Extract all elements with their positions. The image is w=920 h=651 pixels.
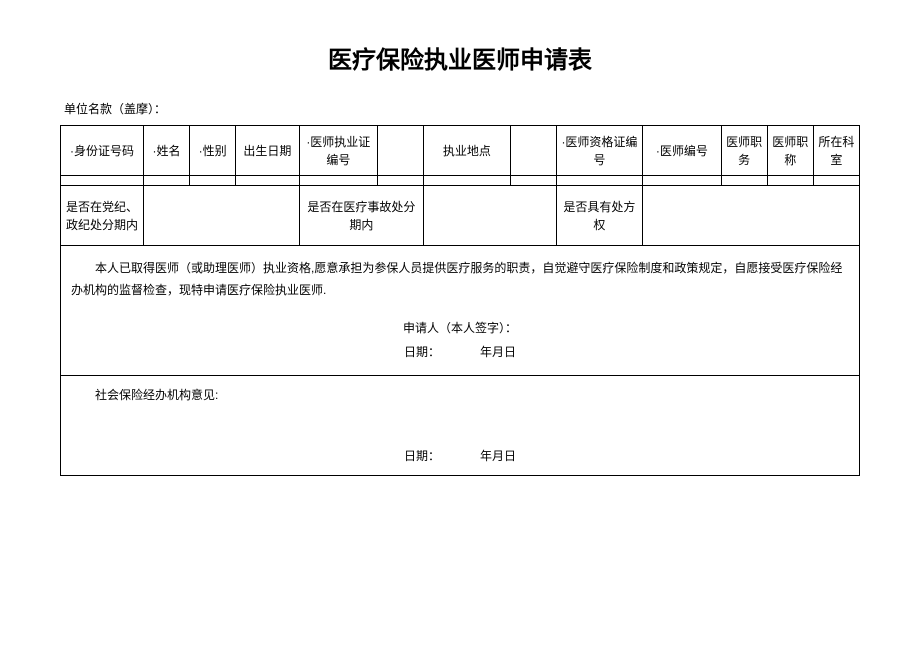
header-doctor-no: ·医师编号: [643, 126, 721, 176]
header-birth: 出生日期: [236, 126, 299, 176]
opinion-label: 社会保险经办机构意见:: [71, 386, 849, 404]
header-license-no: ·医师执业证编号: [299, 126, 377, 176]
declaration-row: 本人已取得医师（或助理医师）执业资格,愿意承担为参保人员提供医疗服务的职责，自觉…: [61, 246, 860, 376]
a-party-discipline[interactable]: [144, 186, 300, 246]
q-party-discipline: 是否在党纪、政纪处分期内: [61, 186, 144, 246]
cell-location[interactable]: [424, 176, 510, 186]
header-name: ·姓名: [144, 126, 190, 176]
application-table: ·身份证号码 ·姓名 ·性别 出生日期 ·医师执业证编号 执业地点 ·医师资格证…: [60, 125, 860, 476]
data-row: [61, 176, 860, 186]
q-prescription-right: 是否具有处方权: [556, 186, 642, 246]
date-value-1: 年月日: [480, 345, 516, 359]
cell-gender[interactable]: [190, 176, 236, 186]
cell-blank-2[interactable]: [510, 176, 556, 186]
header-gender: ·性别: [190, 126, 236, 176]
cell-birth[interactable]: [236, 176, 299, 186]
cell-license-no[interactable]: [299, 176, 377, 186]
declaration-text: 本人已取得医师（或助理医师）执业资格,愿意承担为参保人员提供医疗服务的职责，自觉…: [71, 258, 849, 301]
cell-department[interactable]: [813, 176, 859, 186]
cell-blank-1[interactable]: [378, 176, 424, 186]
question-row: 是否在党纪、政纪处分期内 是否在医疗事故处分期内 是否具有处方权: [61, 186, 860, 246]
cell-qual-no[interactable]: [556, 176, 642, 186]
opinion-date-line: 日期： 年月日: [61, 447, 859, 465]
a-medical-accident[interactable]: [424, 186, 557, 246]
opinion-row: 社会保险经办机构意见: 日期： 年月日: [61, 376, 860, 476]
q-medical-accident: 是否在医疗事故处分期内: [299, 186, 424, 246]
header-row: ·身份证号码 ·姓名 ·性别 出生日期 ·医师执业证编号 执业地点 ·医师资格证…: [61, 126, 860, 176]
header-id-no: ·身份证号码: [61, 126, 144, 176]
applicant-date-line: 日期： 年月日: [61, 340, 859, 364]
header-position: 医师职务: [721, 126, 767, 176]
header-blank-2: [510, 126, 556, 176]
header-department: 所在科室: [813, 126, 859, 176]
form-title: 医疗保险执业医师申请表: [60, 40, 860, 75]
header-blank-1: [378, 126, 424, 176]
applicant-sign-label: 申请人（本人签字）：: [61, 316, 859, 340]
declaration-cell: 本人已取得医师（或助理医师）执业资格,愿意承担为参保人员提供医疗服务的职责，自觉…: [61, 246, 860, 376]
cell-id-no[interactable]: [61, 176, 144, 186]
cell-title-rank[interactable]: [767, 176, 813, 186]
header-practice-location: 执业地点: [424, 126, 510, 176]
applicant-sign-block: 申请人（本人签字）： 日期： 年月日: [61, 316, 859, 364]
date-value-2: 年月日: [480, 449, 516, 463]
a-prescription-right[interactable]: [643, 186, 860, 246]
cell-doctor-no[interactable]: [643, 176, 721, 186]
opinion-cell: 社会保险经办机构意见: 日期： 年月日: [61, 376, 860, 476]
header-title-rank: 医师职称: [767, 126, 813, 176]
header-qual-no: ·医师资格证编号: [556, 126, 642, 176]
cell-name[interactable]: [144, 176, 190, 186]
org-name-label: 单位名款（盖摩）：: [64, 100, 860, 117]
date-label-1: 日期：: [404, 345, 440, 359]
date-label-2: 日期：: [404, 449, 440, 463]
cell-position[interactable]: [721, 176, 767, 186]
